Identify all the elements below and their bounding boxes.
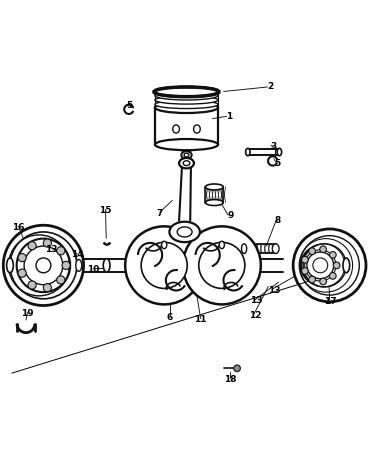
Ellipse shape — [241, 244, 247, 254]
Text: 3: 3 — [271, 142, 277, 151]
Text: 16: 16 — [12, 223, 25, 232]
Circle shape — [141, 242, 187, 288]
Ellipse shape — [206, 200, 223, 206]
Ellipse shape — [162, 241, 167, 248]
Text: 13: 13 — [267, 286, 280, 295]
Text: 14: 14 — [70, 250, 83, 259]
Circle shape — [320, 278, 326, 285]
Circle shape — [28, 281, 36, 289]
Ellipse shape — [219, 241, 225, 248]
Circle shape — [320, 246, 326, 253]
Ellipse shape — [154, 87, 219, 96]
Ellipse shape — [169, 222, 200, 242]
Circle shape — [309, 276, 316, 283]
Circle shape — [57, 276, 65, 284]
Circle shape — [329, 273, 336, 279]
Ellipse shape — [245, 148, 250, 156]
Ellipse shape — [76, 259, 82, 271]
Text: 18: 18 — [224, 375, 236, 384]
Ellipse shape — [272, 244, 279, 254]
Ellipse shape — [7, 258, 13, 273]
Circle shape — [300, 236, 359, 295]
Circle shape — [24, 246, 63, 285]
Ellipse shape — [155, 96, 218, 104]
Text: 17: 17 — [325, 297, 337, 306]
Circle shape — [303, 244, 346, 287]
Ellipse shape — [173, 125, 179, 133]
Circle shape — [18, 254, 26, 262]
Text: 2: 2 — [267, 83, 273, 92]
Text: 6: 6 — [167, 313, 173, 322]
Circle shape — [10, 232, 77, 299]
Circle shape — [234, 365, 240, 371]
Text: 9: 9 — [227, 211, 233, 220]
Ellipse shape — [155, 139, 218, 150]
Text: 5: 5 — [126, 101, 132, 110]
Ellipse shape — [181, 151, 192, 159]
Ellipse shape — [179, 158, 194, 168]
Text: 10: 10 — [87, 265, 99, 274]
Circle shape — [297, 238, 352, 293]
Circle shape — [62, 261, 70, 269]
Circle shape — [3, 225, 84, 305]
Text: 7: 7 — [157, 209, 163, 218]
Circle shape — [302, 256, 308, 263]
Circle shape — [183, 227, 261, 304]
Ellipse shape — [194, 125, 200, 133]
Text: 19: 19 — [21, 309, 34, 318]
Circle shape — [307, 252, 334, 279]
Circle shape — [313, 258, 328, 273]
Circle shape — [125, 227, 203, 304]
Circle shape — [57, 247, 65, 255]
Text: 13: 13 — [45, 245, 57, 254]
Text: 5: 5 — [275, 159, 280, 168]
Circle shape — [36, 258, 51, 273]
Circle shape — [199, 242, 245, 288]
Circle shape — [329, 252, 336, 258]
Circle shape — [302, 267, 308, 274]
Ellipse shape — [155, 100, 218, 109]
Ellipse shape — [155, 102, 218, 113]
Ellipse shape — [177, 227, 192, 237]
Circle shape — [43, 284, 51, 292]
Circle shape — [28, 242, 36, 250]
Ellipse shape — [343, 258, 350, 273]
Text: 1: 1 — [226, 112, 232, 121]
Circle shape — [301, 246, 339, 285]
Circle shape — [293, 229, 366, 302]
Ellipse shape — [155, 91, 218, 100]
Text: 12: 12 — [249, 311, 261, 320]
Circle shape — [18, 269, 26, 277]
Circle shape — [17, 238, 70, 292]
Text: 11: 11 — [194, 315, 207, 324]
Ellipse shape — [206, 184, 223, 190]
Circle shape — [309, 248, 316, 255]
Circle shape — [43, 239, 51, 247]
Text: 15: 15 — [99, 206, 112, 215]
Circle shape — [333, 262, 340, 269]
Text: 13: 13 — [250, 296, 263, 305]
Text: 8: 8 — [275, 216, 280, 225]
Ellipse shape — [103, 259, 110, 272]
Ellipse shape — [277, 148, 282, 156]
